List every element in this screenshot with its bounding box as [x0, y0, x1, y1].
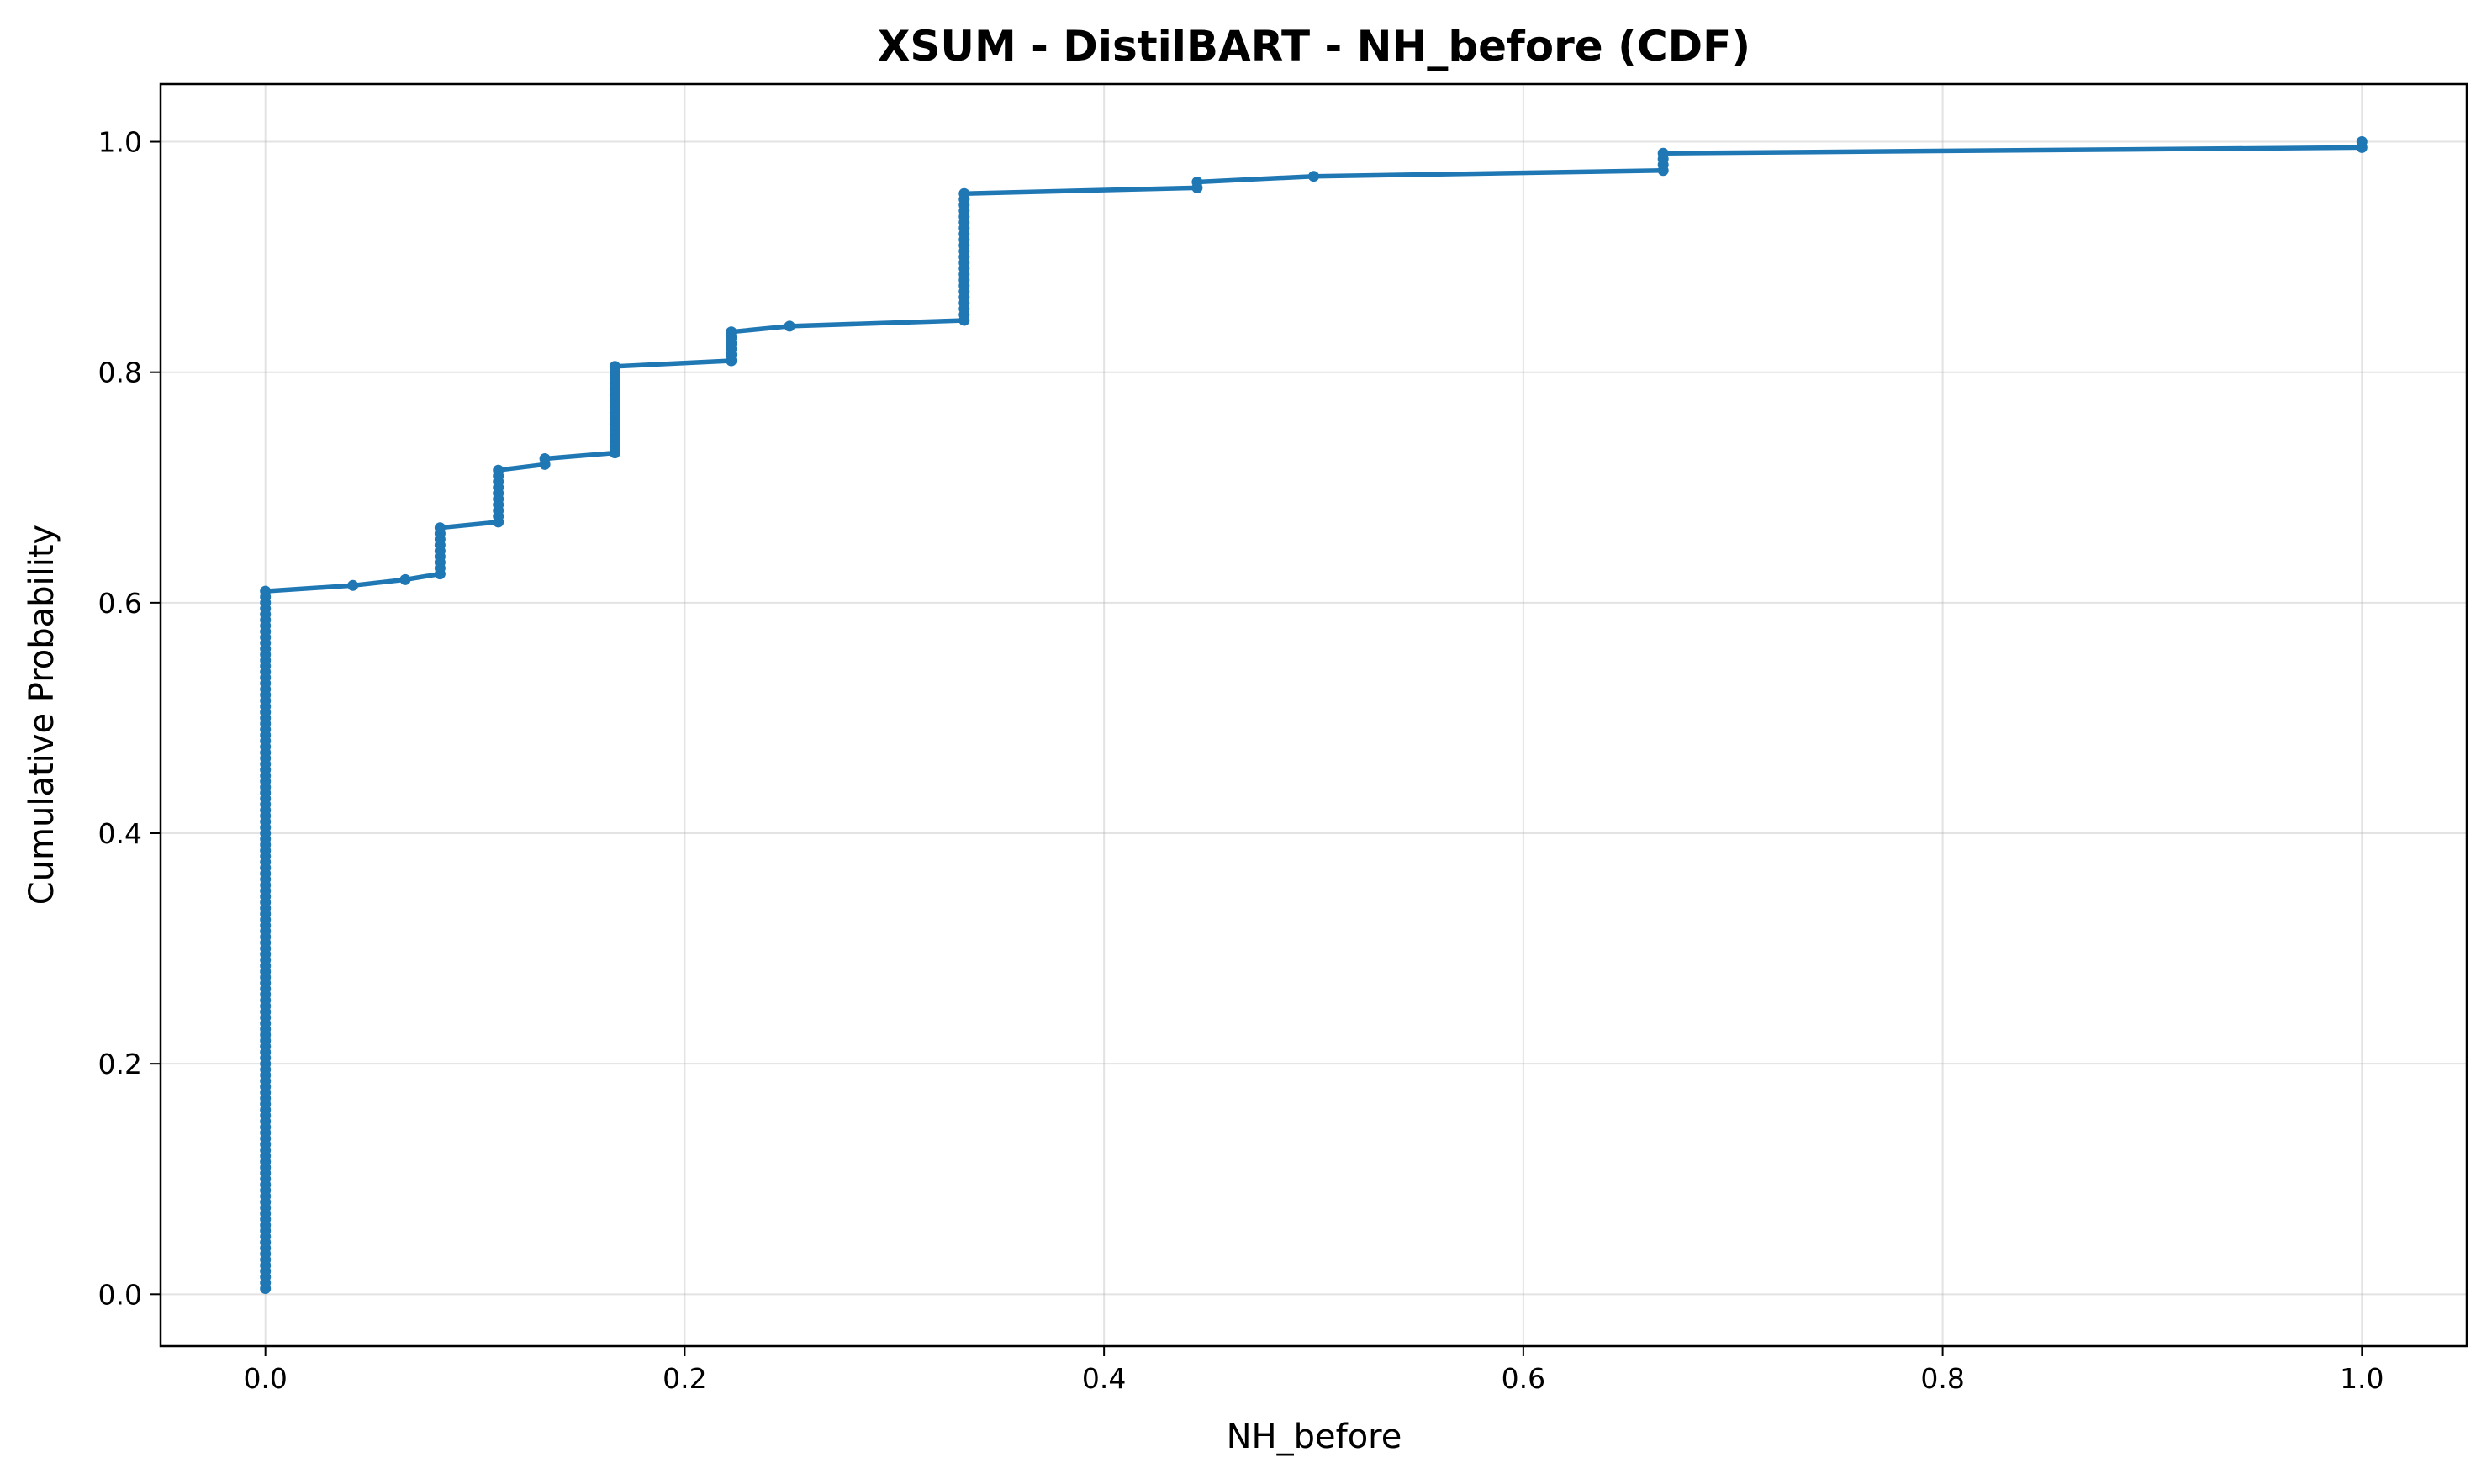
grid — [161, 84, 2467, 1346]
cdf-point — [726, 326, 737, 338]
cdf-point — [1657, 147, 1669, 159]
x-tick-label: 0.2 — [663, 1362, 706, 1395]
cdf-line — [262, 141, 2365, 1289]
cdf-point — [784, 320, 795, 332]
cdf-point — [347, 579, 359, 591]
y-tick-label: 1.0 — [98, 126, 142, 159]
cdf-point — [609, 361, 620, 372]
x-tick-label: 0.6 — [1502, 1362, 1545, 1395]
plot-area — [260, 136, 2368, 1294]
cdf-point — [1191, 177, 1203, 187]
y-tick-label: 0.0 — [98, 1278, 142, 1311]
y-axis-label: Cumulative Probability — [23, 525, 61, 905]
cdf-point — [434, 522, 446, 534]
chart-title: XSUM - DistilBART - NH_before (CDF) — [878, 22, 1750, 71]
y-tick-label: 0.2 — [98, 1048, 142, 1080]
x-tick-label: 0.8 — [1920, 1362, 1964, 1395]
y-tick-label: 0.6 — [98, 587, 142, 620]
cdf-point — [399, 573, 411, 585]
y-tick-label: 0.8 — [98, 356, 142, 389]
cdf-point — [958, 187, 970, 199]
cdf-point — [1308, 171, 1319, 182]
plot-frame — [159, 82, 2468, 1348]
x-axis-label: NH_before — [1227, 1418, 1402, 1456]
cdf-point — [493, 464, 504, 476]
x-tick-label: 1.0 — [2340, 1362, 2384, 1395]
y-axis: 0.0 0.2 0.4 0.6 0.8 1.0 — [98, 126, 161, 1311]
cdf-point — [2356, 136, 2368, 147]
cdf-point — [260, 585, 272, 597]
x-tick-label: 0.0 — [243, 1362, 287, 1395]
x-tick-label: 0.4 — [1082, 1362, 1126, 1395]
x-axis: 0.0 0.2 0.4 0.6 0.8 1.0 — [243, 1346, 2384, 1395]
cdf-point — [539, 453, 551, 464]
y-tick-label: 0.4 — [98, 817, 142, 850]
